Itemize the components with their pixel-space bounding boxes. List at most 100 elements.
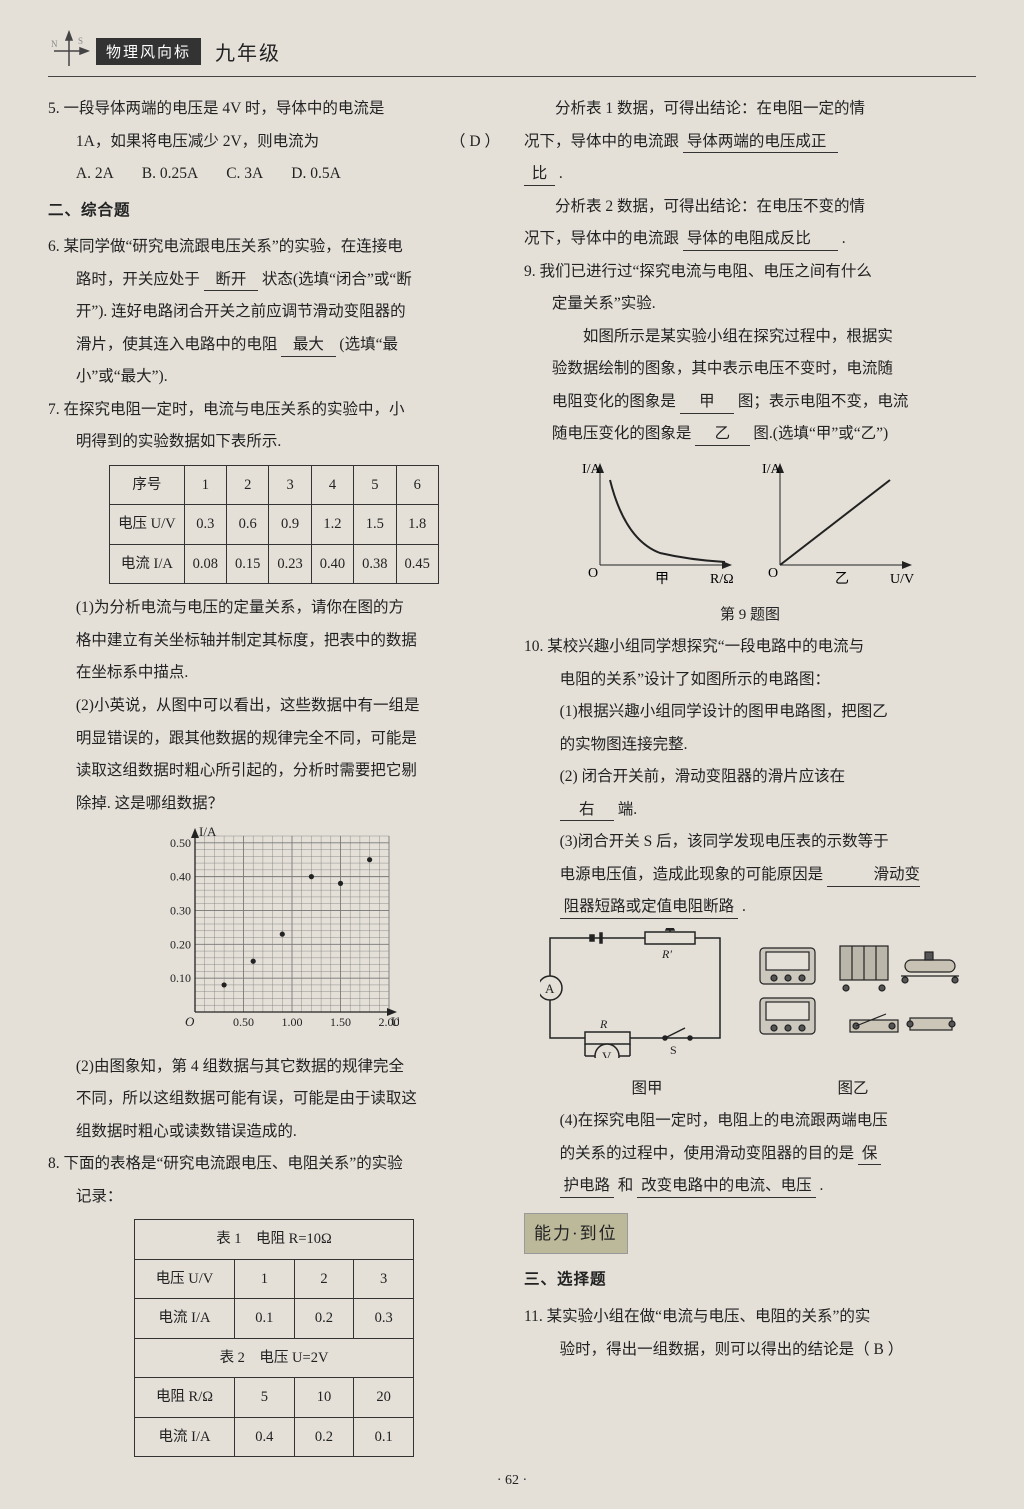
q10-p1-l2: 的实物图连接完整.	[524, 729, 976, 762]
table-row: 电压 U/V 0.3 0.6 0.9 1.2 1.5 1.8	[110, 505, 439, 544]
cell: 6	[396, 466, 438, 505]
q5-choice-c: C. 3A	[226, 158, 263, 191]
cell: 3	[269, 466, 311, 505]
q7-grid-chart: 0.100.200.300.400.500.501.001.502.00I/AU…	[48, 824, 500, 1047]
q8-r1b: 况下，导体中的电流跟	[524, 133, 679, 150]
svg-text:N: N	[51, 39, 58, 49]
cell: 0.08	[184, 544, 226, 583]
cell: 0.1	[235, 1299, 295, 1338]
q10-blank-3a: 滑动变	[827, 864, 920, 887]
q10-p3-l1: (3)闭合开关 S 后，该同学发现电压表的示数等于	[524, 826, 976, 859]
svg-text:1.50: 1.50	[330, 1015, 351, 1029]
q8-tables: 表 1 电阻 R=10Ω 电压 U/V 1 2 3 电流 I/A 0.1 0.2…	[134, 1219, 414, 1457]
page-header: N S 物理风向标 九年级	[48, 30, 976, 77]
q7-answer-l1: (2)由图象知，第 4 组数据与其它数据的规律完全	[48, 1051, 500, 1084]
q10-p2: (2) 闭合开关前，滑动变阻器的滑片应该在	[524, 761, 976, 794]
cell: 0.15	[227, 544, 269, 583]
q7-p1-l2: 格中建立有关坐标轴并制定其标度，把表中的数据	[48, 625, 500, 658]
series-badge: 物理风向标	[96, 38, 201, 65]
q5-stem-b: 1A，如果将电压减少 2V，则电流为	[76, 133, 319, 150]
q6-blank-2: 最大	[281, 334, 335, 357]
q8-r1-l1: 分析表 1 数据，可得出结论：在电阻一定的情	[524, 93, 976, 126]
q6-e: 滑片，使其连入电路中的电阻	[76, 336, 278, 353]
svg-text:A: A	[545, 981, 555, 996]
svg-text:I/A: I/A	[762, 462, 782, 477]
cell: 0.23	[269, 544, 311, 583]
svg-text:0.40: 0.40	[170, 870, 191, 884]
q5-choice-a: A. 2A	[76, 158, 114, 191]
cell: 0.40	[311, 544, 353, 583]
svg-text:0.50: 0.50	[170, 836, 191, 850]
svg-text:O: O	[768, 566, 778, 581]
q8-blank-1b: 比	[524, 163, 555, 186]
cell: 电压 U/V	[110, 505, 185, 544]
q8-blank-2: 导体的电阻成反比	[683, 228, 838, 251]
q10-l1: 10. 某校兴趣小组同学想探究“一段电路中的电流与	[524, 631, 976, 664]
q7-p2-l4: 除掉. 这是哪组数据？	[48, 788, 500, 821]
cell: 1.2	[311, 505, 353, 544]
cell: 2	[227, 466, 269, 505]
q10-p3-l2: 电源电压值，造成此现象的可能原因是 滑动变	[524, 859, 976, 892]
svg-text:P: P	[658, 928, 665, 931]
table-row: 电压 U/V 1 2 3	[135, 1259, 414, 1298]
cell: 0.38	[354, 544, 396, 583]
cell: 电压 U/V	[135, 1259, 235, 1298]
q9-l5: 电阻变化的图象是 甲 图；表示电阻不变，电流	[524, 386, 976, 419]
q6-c: 状态(选填“闭合”或“断	[262, 271, 412, 288]
svg-text:S: S	[78, 36, 83, 46]
q10-p4b: 的关系的过程中，使用滑动变阻器的目的是	[560, 1145, 855, 1162]
svg-text:乙: 乙	[835, 571, 849, 585]
cell: 0.2	[294, 1299, 354, 1338]
q9-blank-1: 甲	[680, 391, 734, 414]
q9-caption: 第 9 题图	[524, 600, 976, 632]
cell: 0.9	[269, 505, 311, 544]
q10-blank-4a: 保	[858, 1143, 881, 1166]
q7-p2-l3: 读取这组数据时粗心所引起的，分析时需要把它剔	[48, 755, 500, 788]
q9-l4: 验数据绘制的图象，其中表示电压不变时，电流随	[524, 353, 976, 386]
q8-l1: 8. 下面的表格是“研究电流跟电压、电阻关系”的实验	[48, 1148, 500, 1181]
q8-r1-l3: 比 .	[524, 158, 976, 191]
q7-p1-l3: 在坐标系中描点.	[48, 657, 500, 690]
q11-l1: 11. 某实验小组在做“电流与电压、电阻的关系”的实	[524, 1301, 976, 1334]
q6-l2: 路时，开关应处于 断开 状态(选填“闭合”或“断	[48, 264, 500, 297]
svg-text:O: O	[185, 1014, 195, 1029]
q6-f: (选填“最	[339, 336, 398, 353]
compass-icon: N S	[48, 30, 90, 72]
svg-text:0.30: 0.30	[170, 904, 191, 918]
q5-line1: 5. 一段导体两端的电压是 4V 时，导体中的电流是	[48, 93, 500, 126]
svg-text:1.00: 1.00	[282, 1015, 303, 1029]
cell: 1.5	[354, 505, 396, 544]
q9-graphs: I/A O R/Ω 甲 I/A O U/V	[524, 455, 976, 598]
svg-text:R′: R′	[661, 947, 672, 961]
svg-text:R: R	[599, 1017, 608, 1031]
q7-p1-l1: (1)为分析电流与电压的定量关系，请你在图的方	[48, 592, 500, 625]
q8-r2-l2: 况下，导体中的电流跟 导体的电阻成反比 .	[524, 223, 976, 256]
svg-text:U/V: U/V	[890, 572, 914, 585]
q9-f: 图；表示电阻不变，电流	[738, 393, 909, 410]
q5-choices: A. 2A B. 0.25A C. 3A D. 0.5A	[48, 158, 500, 191]
cell: 电阻 R/Ω	[135, 1378, 235, 1417]
q7-l1: 7. 在探究电阻一定时，电流与电压关系的实验中，小	[48, 394, 500, 427]
cell: 20	[354, 1378, 414, 1417]
q10-p3b: 电源电压值，造成此现象的可能原因是	[560, 866, 824, 883]
grade-label: 九年级	[215, 37, 281, 66]
q7-answer-l2: 不同，所以这组数据可能有误，可能是由于读取这	[48, 1083, 500, 1116]
q9-g: 随电压变化的图象是	[552, 425, 692, 442]
svg-text:O: O	[588, 566, 598, 581]
cell: 3	[354, 1259, 414, 1298]
cell: 电流 I/A	[110, 544, 185, 583]
q8-l2: 记录：	[48, 1181, 500, 1214]
cell: 0.1	[354, 1417, 414, 1456]
q10-blank-3b: 阻器短路或定值电阻断路	[560, 896, 739, 919]
cell: 10	[294, 1378, 354, 1417]
q11-l2: 验时，得出一组数据，则可以得出的结论是（ B ）	[524, 1334, 976, 1367]
q5-choice-b: B. 0.25A	[142, 158, 198, 191]
cell: 1.8	[396, 505, 438, 544]
q6-blank-1: 断开	[204, 269, 258, 292]
q10-p2a: (2) 闭合开关前，滑动变阻器的滑片应该在	[560, 768, 845, 785]
cell: 4	[311, 466, 353, 505]
q7-l2: 明得到的实验数据如下表所示.	[48, 426, 500, 459]
svg-text:U/V: U/V	[391, 1014, 399, 1029]
q8-r2b: 况下，导体中的电流跟	[524, 230, 679, 247]
cell: 0.45	[396, 544, 438, 583]
